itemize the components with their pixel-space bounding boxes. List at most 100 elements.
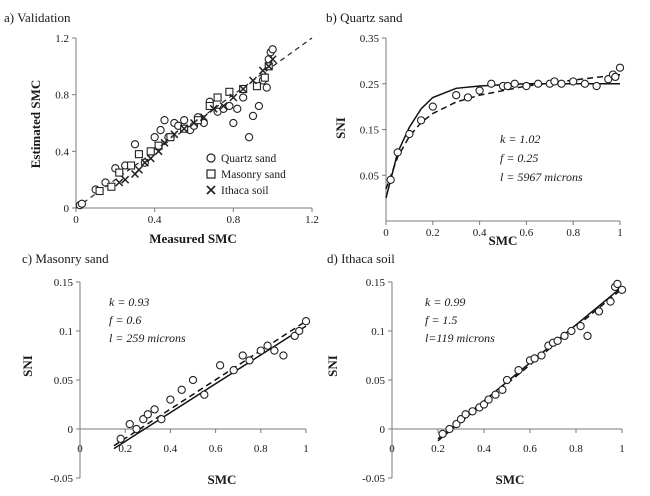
data-point-circle [264,55,273,64]
data-point-circle [301,317,311,326]
data-point-circle [498,385,507,394]
data-point-circle [239,93,248,102]
data-point-circle [245,356,254,365]
data-point-circle [405,129,414,139]
panel-c-masonry-sand: c) Masonry sand SNI SMC -0.05 0 0.05 0.1 0.1… [20,251,311,487]
panel-d-annotation-l: l=119 microns [425,331,495,345]
data-point-circle [116,434,125,443]
data-point-circle [461,410,470,419]
data-point-square [134,150,143,159]
x-tick-label: 0.4 [164,443,178,455]
legend-item-masonry-sand: Masonry sand [206,169,286,181]
data-point-circle [428,102,437,111]
data-point-square [107,182,116,191]
data-point-circle [606,297,615,306]
data-point-circle [479,400,489,409]
data-point-circle [557,79,566,88]
data-point-circle [132,424,141,434]
panel-c-x-axis-title: SMC [208,472,237,487]
data-point-square [146,147,155,156]
data-point-x [219,101,228,111]
data-point-circle [491,390,500,399]
panel-b-annotation-l: l = 5967 microns [500,170,583,184]
data-point-x [154,147,163,156]
data-point-x [229,93,238,102]
data-point-circle [238,351,247,360]
data-point-circle [468,407,477,416]
panel-b-annotation: k = 1.02 f = 0.25 l = 5967 microns [500,132,583,184]
data-point-circle [200,390,209,399]
data-point-x [199,113,208,122]
data-point-square [213,93,222,102]
data-point-square [127,161,136,170]
data-point-circle [150,133,159,142]
data-point-circle [550,77,559,86]
panel-c-annotation: k = 0.93 f = 0.6 l = 259 microns [109,295,186,345]
data-point-circle [150,405,159,414]
data-point-square [95,186,104,196]
data-point-circle [263,341,272,350]
data-point-circle [386,175,395,184]
y-tick-label: 0 [380,424,386,436]
panel-d-plot: -0.05 0 0.05 0.1 0.15 0 0.2 0.4 0.6 0.8 1 [362,277,627,485]
x-tick-label: 1 [619,443,625,455]
data-point-circle [229,366,238,375]
data-point-circle [560,331,569,341]
x-tick-label: 0.6 [523,443,537,455]
panel-b-title: b) Quartz sand [326,10,403,25]
data-point-circle [157,415,166,424]
x-tick-label: 0.2 [118,443,132,455]
data-point-circle [617,285,627,294]
data-point-x [258,66,267,75]
x-tick-label: 0.4 [473,227,487,239]
panel-a-plot: 0 0.4 0.8 1.2 0 0.4 0.8 1.2 [55,33,319,226]
panel-a-x-axis-title: Measured SMC [149,231,237,246]
data-point-square [225,87,234,96]
data-point-circle [611,72,620,82]
data-point-circle [268,45,277,54]
data-point-x [209,104,218,113]
data-point-circle [502,375,512,385]
data-point-circle [463,93,473,102]
data-point-circle [244,133,254,142]
panel-b-quartz-sand: b) Quartz sand SNI SMC 0.050.150.250.350… [326,10,625,248]
y-tick-label: 0.8 [55,90,69,102]
data-point-circle [438,429,447,439]
panel-c-annotation-l: l = 259 microns [109,331,186,345]
data-point-circle [130,140,140,149]
y-tick-label: 0.05 [360,170,380,182]
data-point-circle [456,415,466,424]
x-tick-label: 0.8 [569,443,583,455]
data-point-circle [514,366,523,375]
y-tick-label: 0.05 [366,375,386,387]
data-point-x [180,124,189,133]
data-point-circle [156,125,165,135]
data-point-x [140,158,149,167]
panel-c-annotation-k: k = 0.93 [109,295,149,309]
legend-label-quartz-sand: Quartz sand [221,153,276,165]
data-point-circle [215,361,225,370]
data-point-circle [177,385,186,394]
y-tick-label: 0 [68,424,74,436]
y-tick-label: 0.4 [55,146,69,158]
y-tick-label: 0.15 [366,277,386,289]
data-point-circle [233,104,242,113]
legend-label-ithaca-soil: Ithaca soil [221,185,269,197]
panel-b-annotation-f: f = 0.25 [500,151,538,165]
panel-d-annotation: k = 0.99 f = 1.5 l=119 microns [425,295,495,345]
data-point-circle [503,81,512,91]
data-point-circle [510,79,519,88]
data-point-circle [452,91,461,100]
data-point-circle [160,116,169,125]
data-point-circle [254,101,264,111]
data-point-circle [416,116,426,125]
data-point-circle [445,424,454,434]
x-tick-label: 0 [389,443,395,455]
data-point-circle [567,326,576,336]
x-tick-label: 0.2 [426,227,440,239]
data-point-circle [229,118,238,128]
data-point-circle [615,63,625,72]
data-point-circle [180,116,189,125]
data-point-square [166,133,175,142]
